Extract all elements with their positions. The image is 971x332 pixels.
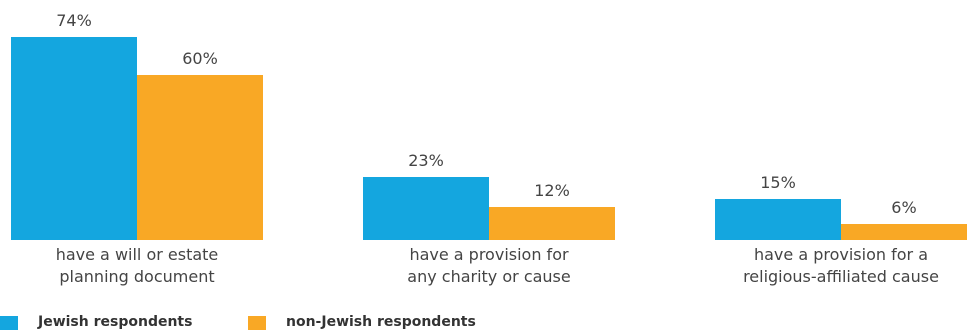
data-label: 74% [56, 10, 92, 30]
legend-swatch [248, 316, 266, 330]
data-label: 23% [408, 150, 444, 170]
data-label: 6% [891, 197, 917, 217]
legend-swatch [0, 316, 18, 330]
category-label: have a provision for any charity or caus… [407, 245, 571, 286]
bar [489, 207, 615, 240]
bar [715, 198, 841, 240]
data-label: 60% [182, 49, 218, 68]
bar [11, 36, 137, 240]
legend-label: Jewish respondents [38, 314, 193, 330]
category-label: have a provision for a religious-affilia… [743, 245, 939, 286]
legend-label: non-Jewish respondents [286, 314, 476, 330]
bar [137, 75, 263, 240]
bar [363, 176, 489, 240]
data-label: 15% [760, 172, 796, 192]
data-label: 12% [534, 181, 570, 200]
category-label: have a will or estate planning document [55, 245, 219, 286]
bar [841, 223, 967, 240]
